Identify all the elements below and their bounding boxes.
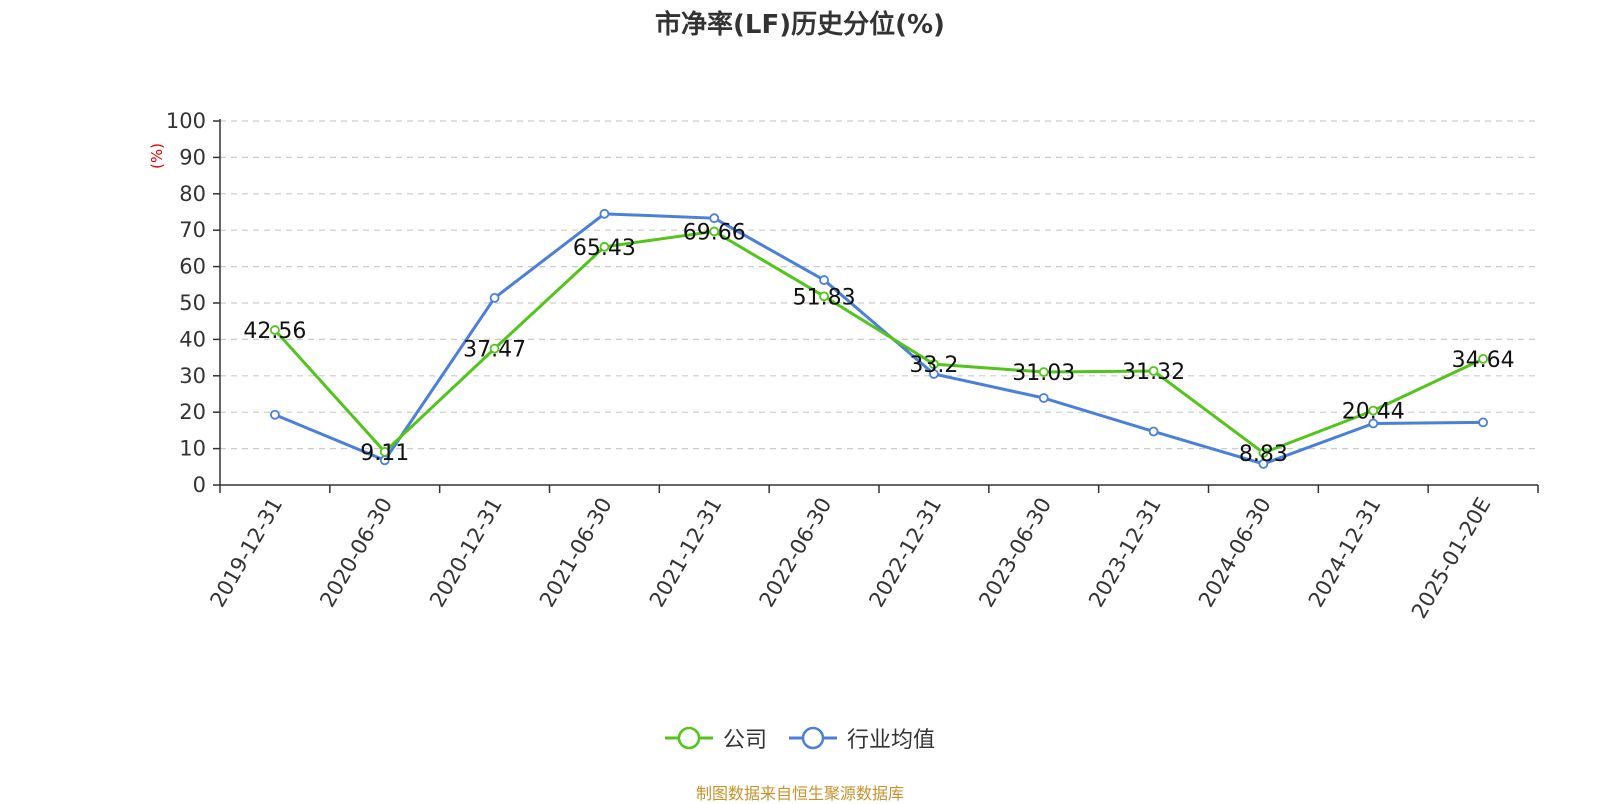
data-label: 42.56 (243, 319, 306, 344)
legend-item-industry-average[interactable]: 行业均值 (789, 722, 935, 754)
y-tick-label: 20 (179, 400, 206, 424)
y-tick-label: 90 (179, 145, 206, 169)
data-point-industry-average (819, 275, 829, 285)
y-tick-label: 60 (179, 255, 206, 279)
data-point-company (819, 291, 829, 302)
y-tick-label: 10 (179, 437, 206, 461)
legend-label-company: 公司 (722, 728, 767, 753)
data-label: 37.47 (463, 338, 526, 363)
data-label: 31.32 (1122, 360, 1185, 385)
y-tick-label: 100 (166, 109, 206, 133)
data-point-company (1148, 366, 1159, 376)
y-tick-label: 70 (179, 218, 206, 242)
y-axis-label: (%) (148, 143, 166, 169)
series-line-industry-average (274, 212, 1484, 466)
data-point-company (489, 343, 500, 354)
y-tick-label: 0 (193, 473, 206, 497)
x-tick-label: 2022-06-30 (755, 494, 837, 612)
x-tick-label: 2021-12-31 (645, 494, 727, 612)
x-tick-label: 2022-12-31 (864, 494, 946, 612)
data-point-company (1038, 367, 1049, 377)
data-point-company (270, 325, 280, 335)
data-point-industry-average (709, 213, 720, 224)
data-point-industry-average (929, 369, 939, 379)
data-label: 31.03 (1012, 361, 1075, 386)
chart-title: 市净率(LF)历史分位(%) (655, 10, 945, 40)
data-point-company (1368, 405, 1379, 416)
x-tick-label: 2020-06-30 (315, 494, 397, 612)
data-labels: 42.56 9.11 37.47 65.43 69.66 51.83 33.2 31.03 31… (243, 220, 1514, 466)
x-tick-label: 2023-06-30 (974, 494, 1056, 612)
y-tick-label: 30 (179, 364, 206, 388)
data-point-company (599, 241, 610, 252)
y-tick-label: 40 (179, 327, 206, 351)
data-point-company (1478, 354, 1488, 364)
y-tick-label: 80 (179, 182, 206, 206)
data-label: 65.43 (573, 236, 636, 261)
data-point-company (379, 446, 390, 457)
data-point-industry-average (599, 208, 610, 219)
data-point-industry-average (1038, 393, 1049, 403)
x-tick-label: 2021-06-30 (535, 494, 617, 612)
data-point-industry-average (1148, 426, 1159, 437)
data-label: 51.83 (793, 285, 856, 310)
data-point-company (1258, 447, 1269, 458)
axes: 0 10 20 30 40 50 60 70 80 90 100 2019-12-31 2020-06-… (166, 109, 1539, 623)
source-note: 制图数据来自恒生聚源数据库 (695, 784, 904, 803)
data-point-industry-average (1368, 418, 1379, 429)
legend-label-industry-average: 行业均值 (847, 728, 936, 753)
data-label: 33.2 (909, 353, 958, 378)
series-lines (270, 208, 1488, 469)
legend-item-company[interactable]: 公司 (664, 722, 767, 754)
data-point-industry-average (1258, 458, 1269, 469)
data-label: 20.44 (1342, 400, 1405, 425)
data-point-industry-average (489, 293, 500, 303)
data-point-company (929, 359, 939, 370)
x-tick-label: 2019-12-31 (205, 494, 287, 612)
data-label: 69.66 (683, 220, 746, 245)
legend: 公司 行业均值 (0, 722, 1600, 754)
data-point-company (709, 226, 720, 237)
data-label: 9.11 (360, 441, 409, 466)
x-tick-label: 2020-12-31 (425, 494, 507, 612)
series-line-company (273, 229, 1484, 455)
legend-marker-company (664, 726, 713, 750)
data-label: 34.64 (1452, 348, 1515, 373)
x-tick-label: 2023-12-31 (1084, 494, 1166, 612)
y-tick-label: 50 (179, 291, 206, 315)
x-tick-label: 2024-12-31 (1304, 494, 1386, 612)
x-tick-label: 2024-06-30 (1194, 494, 1276, 612)
legend-marker-industry-average (789, 726, 837, 750)
data-point-industry-average (270, 409, 280, 420)
gridlines (220, 120, 1538, 450)
data-point-industry-average (1478, 417, 1488, 428)
x-tick-label: 2025-01-20E (1407, 494, 1495, 623)
data-label: 8.83 (1239, 442, 1288, 467)
